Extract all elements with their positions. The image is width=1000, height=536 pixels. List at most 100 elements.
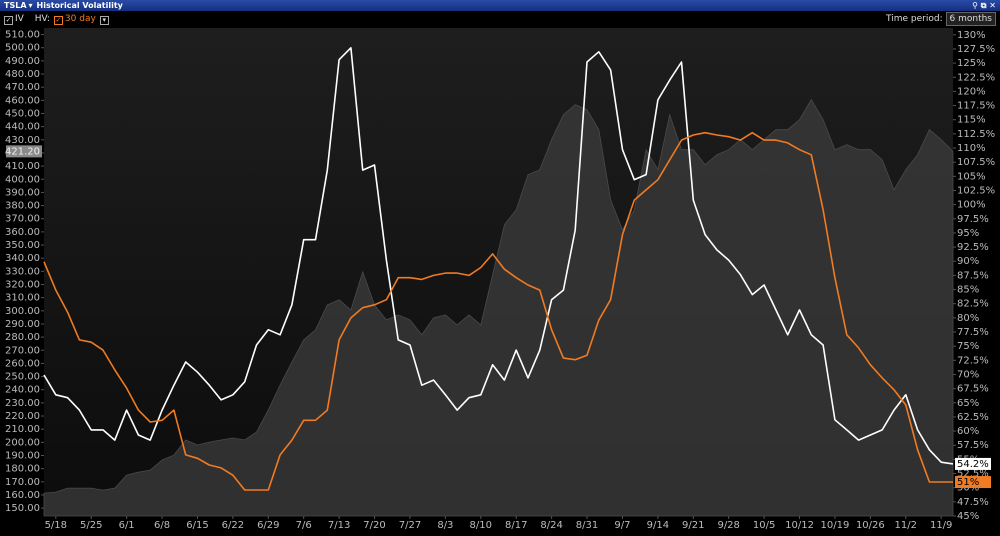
- y2-tick-label: 52.5%: [957, 469, 989, 480]
- y2-tick-label: 85%: [957, 285, 979, 296]
- title-bar: TSLA ▾ Historical Volatility ⚲ ⧉ ✕: [0, 0, 1000, 11]
- y-tick-label: 490.00: [5, 56, 40, 67]
- y-tick-label: 270.00: [5, 345, 40, 356]
- x-tick-label: 10/26: [856, 520, 885, 531]
- hv-label: HV:: [34, 14, 50, 24]
- y-tick-label: 480.00: [5, 69, 40, 80]
- y-tick-label: 390.00: [5, 187, 40, 198]
- y2-tick-label: 120%: [957, 86, 986, 97]
- y-tick-label: 150.00: [5, 503, 40, 514]
- y-tick-label: 300.00: [5, 306, 40, 317]
- y-tick-label: 430.00: [5, 135, 40, 146]
- last-value-badge: 54.2%: [955, 457, 991, 470]
- y2-tick-label: 107.5%: [957, 157, 995, 168]
- x-tick-label: 5/25: [80, 520, 102, 531]
- y-tick-label: 180.00: [5, 464, 40, 475]
- y-tick-label: 240.00: [5, 385, 40, 396]
- y2-tick-label: 95%: [957, 228, 979, 239]
- x-tick-label: 10/5: [753, 520, 775, 531]
- y2-tick-label: 115%: [957, 115, 986, 126]
- y-tick-label: 450.00: [5, 108, 40, 119]
- y-tick-label: 230.00: [5, 398, 40, 409]
- badge-bg: [6, 145, 42, 158]
- y-tick-label: 250.00: [5, 372, 40, 383]
- y-tick-label: 160.00: [5, 490, 40, 501]
- x-tick-label: 8/17: [505, 520, 527, 531]
- hv-checkbox[interactable]: ✓: [53, 16, 63, 25]
- y2-tick-label: 125%: [957, 58, 986, 69]
- x-tick-label: 10/12: [785, 520, 814, 531]
- x-tick-label: 6/22: [222, 520, 244, 531]
- y-tick-label: 320.00: [5, 279, 40, 290]
- y2-tick-label: 72.5%: [957, 355, 989, 366]
- y2-tick-label: 80%: [957, 313, 979, 324]
- series-line: [43, 47, 954, 465]
- y2-tick-label: 57.5%: [957, 440, 989, 451]
- y2-tick-label: 100%: [957, 200, 986, 211]
- y2-tick-label: 50%: [957, 483, 979, 494]
- y-tick-label: 170.00: [5, 477, 40, 488]
- y2-tick-label: 130%: [957, 30, 986, 41]
- last-value-label: 51%: [957, 477, 979, 488]
- x-tick-label: 5/18: [45, 520, 67, 531]
- y-tick-label: 190.00: [5, 450, 40, 461]
- x-tick-label: 6/1: [119, 520, 135, 531]
- badge-bg: [955, 457, 991, 470]
- y2-tick-label: 127.5%: [957, 44, 995, 55]
- x-tick-label: 7/6: [296, 520, 312, 531]
- y2-tick-label: 90%: [957, 256, 979, 267]
- y2-tick-label: 105%: [957, 171, 986, 182]
- x-tick-label: 8/31: [576, 520, 598, 531]
- time-period-select[interactable]: 6 months: [945, 12, 996, 26]
- y2-tick-label: 75%: [957, 341, 979, 352]
- y-tick-label: 260.00: [5, 358, 40, 369]
- y2-tick-label: 87.5%: [957, 270, 989, 281]
- series-line: [43, 131, 953, 491]
- last-value-badge: 421.20: [5, 145, 42, 158]
- y-tick-label: 280.00: [5, 332, 40, 343]
- y2-tick-label: 112.5%: [957, 129, 995, 140]
- time-period-label: Time period:: [886, 14, 943, 24]
- x-tick-label: 9/7: [614, 520, 630, 531]
- y-tick-label: 200.00: [5, 437, 40, 448]
- y2-tick-label: 117.5%: [957, 101, 995, 112]
- y2-tick-label: 97.5%: [957, 214, 989, 225]
- y-tick-label: 290.00: [5, 319, 40, 330]
- x-tick-label: 11/9: [930, 520, 952, 531]
- x-tick-label: 8/3: [437, 520, 453, 531]
- x-tick-label: 8/10: [470, 520, 492, 531]
- toolbar: ✓ IV HV: ✓ 30 day ▾ Time period: 6 months: [0, 11, 1000, 27]
- y2-tick-label: 65%: [957, 398, 979, 409]
- x-tick-label: 8/24: [540, 520, 562, 531]
- y-tick-label: 470.00: [5, 82, 40, 93]
- y-tick-label: 210.00: [5, 424, 40, 435]
- symbol[interactable]: TSLA: [4, 1, 27, 10]
- y2-tick-label: 110%: [957, 143, 986, 154]
- y2-tick-label: 92.5%: [957, 242, 989, 253]
- badge-bg: [955, 476, 991, 489]
- price-area: [43, 98, 954, 517]
- y2-tick-label: 122.5%: [957, 72, 995, 83]
- y2-tick-label: 70%: [957, 369, 979, 380]
- y-tick-label: 310.00: [5, 293, 40, 304]
- y-tick-label: 330.00: [5, 266, 40, 277]
- iv-checkbox[interactable]: ✓: [4, 16, 13, 25]
- y-tick-label: 360.00: [5, 227, 40, 238]
- y-tick-label: 380.00: [5, 201, 40, 212]
- legend-iv: IV: [15, 14, 24, 24]
- y2-tick-label: 60%: [957, 426, 979, 437]
- last-value-label: 421.20: [5, 146, 40, 157]
- y-tick-label: 340.00: [5, 253, 40, 264]
- x-tick-label: 6/29: [257, 520, 279, 531]
- x-tick-label: 7/27: [399, 520, 421, 531]
- x-tick-label: 9/21: [682, 520, 704, 531]
- y-tick-label: 410.00: [5, 161, 40, 172]
- hv-dropdown[interactable]: ▾: [99, 16, 109, 25]
- y2-tick-label: 82.5%: [957, 299, 989, 310]
- y-tick-label: 400.00: [5, 174, 40, 185]
- y2-tick-label: 45%: [957, 511, 979, 522]
- y-tick-label: 370.00: [5, 214, 40, 225]
- y2-tick-label: 102.5%: [957, 185, 995, 196]
